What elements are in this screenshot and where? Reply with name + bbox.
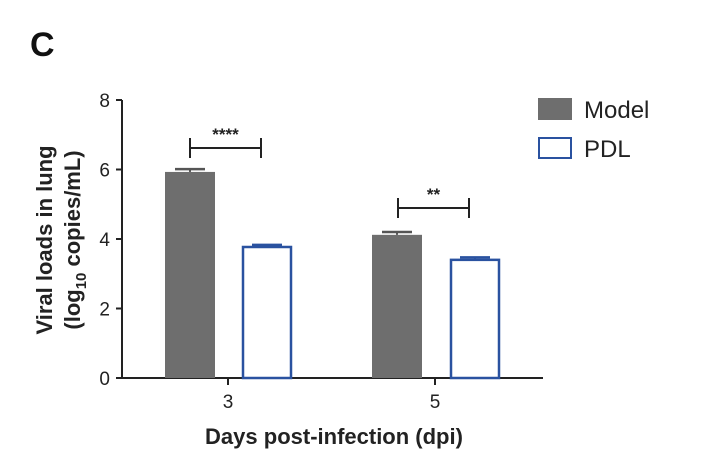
legend-label-model: Model <box>584 97 649 124</box>
x-axis-title: Days post-infection (dpi) <box>205 424 463 449</box>
legend-swatch-model <box>538 98 572 120</box>
y-tick-label: 0 <box>99 369 110 390</box>
y-tick-label: 4 <box>99 230 110 251</box>
bar-pdl-3 <box>241 245 293 380</box>
legend-label-pdl: PDL <box>584 136 631 163</box>
x-tick-label: 3 <box>223 392 234 413</box>
legend: Model PDL <box>538 97 649 163</box>
significance-label: ** <box>427 185 441 204</box>
y-tick-label: 8 <box>99 91 110 112</box>
bar-model-5 <box>372 234 422 378</box>
panel-label: C <box>30 26 55 64</box>
y-axis-title-line2: (log10 copies/mL) <box>60 150 90 329</box>
y-axis-title-line1: Viral loads in lung <box>32 145 57 334</box>
y-tick-label: 2 <box>99 300 110 321</box>
significance-label: **** <box>212 125 239 144</box>
y-tick-label: 6 <box>99 161 110 182</box>
y-axis-title: Viral loads in lung (log10 copies/mL) <box>32 145 90 334</box>
legend-swatch-pdl <box>538 137 572 159</box>
bar-model-3 <box>165 171 215 378</box>
bar-pdl-5 <box>449 258 501 380</box>
x-tick-label: 5 <box>430 392 441 413</box>
